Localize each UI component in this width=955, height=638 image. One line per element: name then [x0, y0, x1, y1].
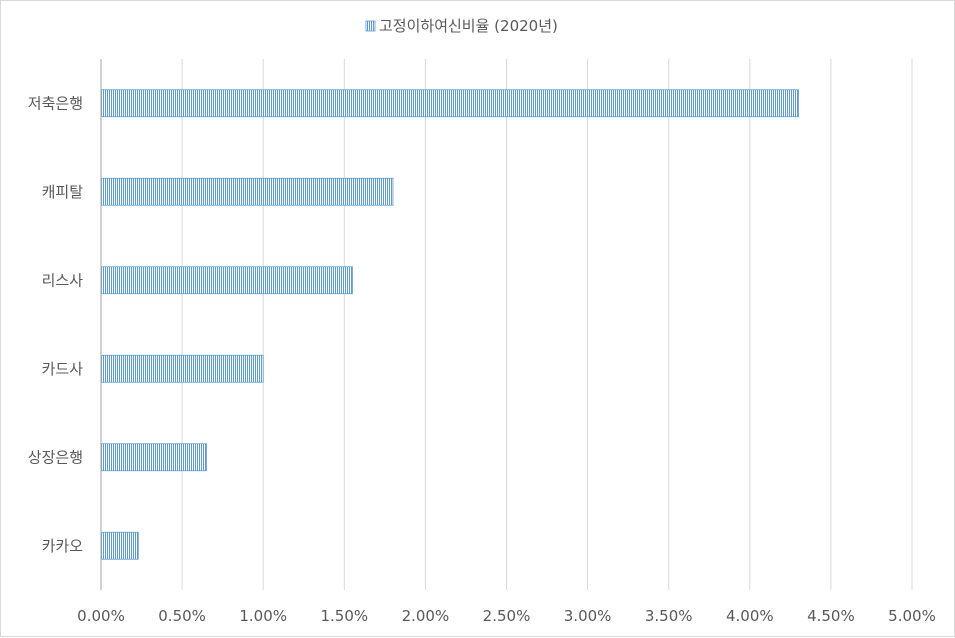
category-label: 캐피탈 [42, 183, 84, 201]
x-tick-label: 3.00% [564, 607, 612, 625]
bar [100, 531, 139, 560]
legend: 고정이하여신비율 (2020년) [365, 17, 558, 35]
category-label: 저축은행 [28, 94, 83, 112]
category-label: 카드사 [42, 360, 84, 378]
x-tick-label: 3.50% [645, 607, 693, 625]
bar [100, 443, 207, 472]
x-tick-label: 2.00% [402, 607, 450, 625]
legend-swatch [365, 20, 376, 32]
bar [100, 89, 799, 118]
x-tick-label: 1.50% [320, 607, 368, 625]
bar [100, 177, 394, 206]
bars [100, 89, 799, 560]
bar [100, 354, 264, 383]
x-tick-label: 4.50% [807, 607, 855, 625]
legend-label: 고정이하여신비율 (2020년) [379, 17, 558, 35]
gridlines [181, 59, 913, 590]
x-tick-label: 1.00% [239, 607, 287, 625]
category-label: 상장은행 [28, 448, 83, 466]
x-tick-label: 0.00% [77, 607, 125, 625]
x-tick-label: 2.50% [483, 607, 531, 625]
x-tick-label: 0.50% [158, 607, 206, 625]
category-label: 리스사 [42, 271, 84, 289]
bar [100, 266, 353, 295]
x-tick-label: 4.00% [726, 607, 774, 625]
x-tick-labels: 0.00% 0.50% 1.00% 1.50% 2.00% 2.50% 3.00% 3.50%… [77, 607, 936, 625]
category-label: 카카오 [42, 537, 84, 555]
x-tick-label: 5.00% [888, 607, 936, 625]
